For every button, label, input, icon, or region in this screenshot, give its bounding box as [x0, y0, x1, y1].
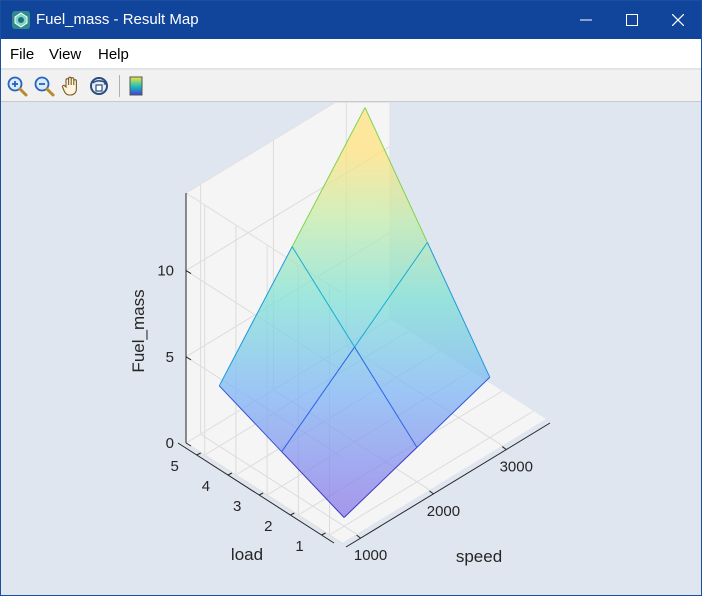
x-tick-label: 2000 — [427, 503, 460, 520]
y-tick-label: 2 — [264, 518, 272, 535]
mesh-line — [291, 246, 355, 348]
x-tick-label: 1000 — [354, 547, 387, 564]
y-tick — [321, 532, 326, 536]
minimize-icon — [580, 19, 592, 21]
menu-help[interactable]: Help — [98, 46, 129, 63]
surface-patch — [219, 246, 355, 452]
mesh-line — [343, 447, 418, 518]
z-axis-label: Fuel_mass — [129, 289, 148, 372]
surface-patch — [354, 242, 490, 448]
mesh-line — [364, 107, 428, 243]
menu-bar: File View Help — [1, 39, 701, 69]
zoom-out-icon[interactable] — [32, 74, 56, 98]
mesh-line — [291, 107, 366, 247]
y-tick — [290, 512, 295, 516]
y-tick — [258, 492, 264, 496]
surface-patch — [292, 107, 428, 347]
x-tick — [429, 490, 434, 495]
plot-area[interactable]: 1000 2000 3000 1 2 3 4 5 0 5 10 speed load Fuel_ma… — [1, 68, 701, 595]
colorbar-icon[interactable] — [124, 74, 148, 98]
z-tick-label: 5 — [166, 349, 174, 366]
z-tick — [185, 442, 192, 447]
matlab-figure-icon — [12, 11, 30, 29]
mesh-line — [354, 346, 418, 448]
x-axis-label: speed — [456, 547, 502, 566]
title-bar[interactable]: Fuel_mass - Result Map — [1, 1, 701, 39]
y-tick — [196, 452, 201, 456]
x-tick — [356, 534, 361, 539]
mesh-line — [281, 451, 345, 518]
mesh-line — [426, 242, 491, 378]
y-axis-line — [177, 442, 335, 544]
toolbar-separator — [119, 75, 120, 97]
mesh-line — [281, 346, 355, 452]
mesh-line — [218, 385, 283, 453]
mesh-line — [218, 246, 293, 387]
axes-edge — [185, 442, 343, 544]
y-tick — [227, 472, 233, 476]
rotate-3d-icon[interactable] — [87, 74, 111, 98]
close-icon — [672, 14, 684, 26]
maximize-button[interactable] — [609, 1, 655, 39]
y-tick-label: 1 — [295, 538, 303, 555]
toolbar — [1, 70, 701, 102]
y-tick-label: 5 — [171, 458, 179, 475]
y-tick-label: 3 — [233, 498, 241, 515]
tick-labels: 1000 2000 3000 1 2 3 4 5 0 5 10 — [157, 263, 533, 565]
menu-file[interactable]: File — [10, 46, 35, 63]
maximize-icon — [626, 14, 638, 26]
zoom-in-icon[interactable] — [5, 74, 29, 98]
z-tick-label: 0 — [166, 435, 174, 452]
x-tick-label: 3000 — [500, 459, 533, 476]
x-axis-line — [345, 422, 551, 548]
surface-patch — [281, 347, 417, 518]
axis-lines — [177, 193, 551, 548]
surface — [218, 107, 491, 518]
z-tick — [185, 356, 192, 361]
grid-line — [329, 410, 534, 536]
z-tick — [185, 270, 192, 275]
surface-chart[interactable]: 1000 2000 3000 1 2 3 4 5 0 5 10 speed load Fuel_ma… — [1, 68, 701, 595]
mesh-line — [416, 376, 491, 448]
z-tick-label: 10 — [157, 263, 174, 280]
pan-hand-icon[interactable] — [59, 74, 83, 98]
y-axis-label: load — [231, 545, 263, 564]
close-button[interactable] — [655, 1, 701, 39]
menu-view[interactable]: View — [49, 46, 82, 63]
mesh-line — [354, 242, 428, 348]
y-tick-label: 4 — [202, 478, 210, 495]
grid-line — [200, 433, 357, 535]
x-tick — [501, 446, 507, 450]
minimize-button[interactable] — [563, 1, 609, 39]
window-title: Fuel_mass - Result Map — [36, 11, 199, 28]
